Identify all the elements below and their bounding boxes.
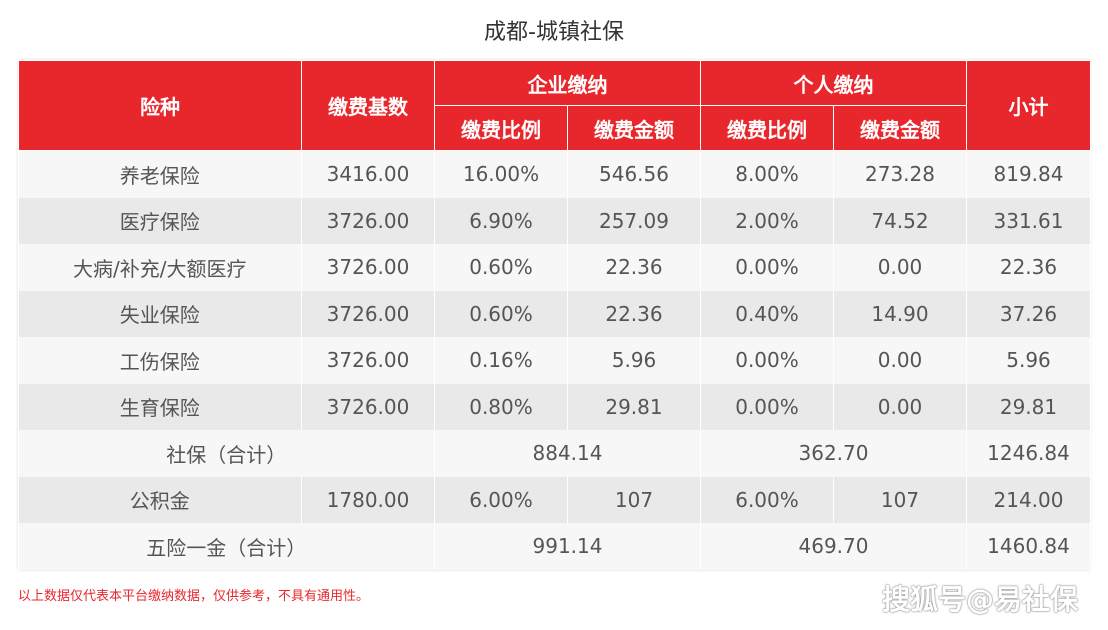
personal-amount: 14.90 bbox=[833, 290, 967, 337]
header-insurance-type: 险种 bbox=[18, 60, 302, 151]
company-rate: 0.60% bbox=[434, 244, 568, 291]
social-total-personal: 362.70 bbox=[700, 430, 967, 477]
subtotal: 5.96 bbox=[966, 337, 1091, 384]
header-row-main: 险种 缴费基数 企业缴纳 个人缴纳 小计 bbox=[18, 60, 1091, 151]
grand-total-row: 五险一金（合计） 991.14 469.70 1460.84 bbox=[18, 523, 1091, 570]
company-rate: 6.00% bbox=[434, 476, 568, 523]
header-personal-amount: 缴费金额 bbox=[833, 105, 967, 151]
personal-rate: 2.00% bbox=[700, 197, 834, 244]
base-value: 3416.00 bbox=[301, 150, 435, 198]
personal-rate: 8.00% bbox=[700, 150, 834, 198]
company-rate: 0.60% bbox=[434, 290, 568, 337]
header-subtotal: 小计 bbox=[966, 60, 1091, 151]
header-company-group: 企业缴纳 bbox=[434, 60, 701, 106]
social-total-row: 社保（合计） 884.14 362.70 1246.84 bbox=[18, 430, 1091, 477]
company-amount: 257.09 bbox=[567, 197, 701, 244]
social-total-subtotal: 1246.84 bbox=[966, 430, 1091, 477]
table-row: 生育保险 3726.00 0.80% 29.81 0.00% 0.00 29.8… bbox=[18, 383, 1091, 430]
table-row: 失业保险 3726.00 0.60% 22.36 0.40% 14.90 37.… bbox=[18, 290, 1091, 337]
insurance-name: 失业保险 bbox=[18, 290, 302, 337]
housing-fund-row: 公积金 1780.00 6.00% 107 6.00% 107 214.00 bbox=[18, 476, 1091, 523]
insurance-name: 公积金 bbox=[18, 476, 302, 523]
company-amount: 22.36 bbox=[567, 290, 701, 337]
subtotal: 214.00 bbox=[966, 476, 1091, 523]
insurance-name: 工伤保险 bbox=[18, 337, 302, 384]
company-amount: 107 bbox=[567, 476, 701, 523]
insurance-name: 医疗保险 bbox=[18, 197, 302, 244]
personal-rate: 0.00% bbox=[700, 244, 834, 291]
subtotal: 819.84 bbox=[966, 150, 1091, 198]
personal-amount: 74.52 bbox=[833, 197, 967, 244]
header-company-amount: 缴费金额 bbox=[567, 105, 701, 151]
header-row-sub: 缴费比例 缴费金额 缴费比例 缴费金额 bbox=[19, 105, 1091, 151]
company-rate: 16.00% bbox=[434, 150, 568, 198]
social-security-table: 险种 缴费基数 企业缴纳 个人缴纳 小计 缴费比例 缴费金额 缴费比例 缴费金额… bbox=[18, 60, 1091, 570]
table-row: 大病/补充/大额医疗 3726.00 0.60% 22.36 0.00% 0.0… bbox=[18, 244, 1091, 291]
insurance-name: 生育保险 bbox=[18, 383, 302, 430]
personal-amount: 0.00 bbox=[833, 337, 967, 384]
personal-rate: 0.40% bbox=[700, 290, 834, 337]
grand-total-subtotal: 1460.84 bbox=[966, 523, 1091, 570]
base-value: 3726.00 bbox=[301, 290, 435, 337]
grand-total-label: 五险一金（合计） bbox=[18, 523, 435, 570]
base-value: 3726.00 bbox=[301, 197, 435, 244]
company-rate: 0.16% bbox=[434, 337, 568, 384]
subtotal: 37.26 bbox=[966, 290, 1091, 337]
company-amount: 29.81 bbox=[567, 383, 701, 430]
company-rate: 0.80% bbox=[434, 383, 568, 430]
social-security-table-container: 险种 缴费基数 企业缴纳 个人缴纳 小计 缴费比例 缴费金额 缴费比例 缴费金额… bbox=[18, 60, 1091, 570]
social-total-company: 884.14 bbox=[434, 430, 701, 477]
subtotal: 22.36 bbox=[966, 244, 1091, 291]
personal-rate: 6.00% bbox=[700, 476, 834, 523]
base-value: 3726.00 bbox=[301, 337, 435, 384]
personal-amount: 0.00 bbox=[833, 383, 967, 430]
personal-amount: 273.28 bbox=[833, 150, 967, 198]
social-total-label: 社保（合计） bbox=[18, 430, 435, 477]
subtotal: 331.61 bbox=[966, 197, 1091, 244]
header-personal-group: 个人缴纳 bbox=[700, 60, 967, 106]
header-base: 缴费基数 bbox=[301, 60, 435, 151]
subtotal: 29.81 bbox=[966, 383, 1091, 430]
base-value: 1780.00 bbox=[301, 476, 435, 523]
table-row: 医疗保险 3726.00 6.90% 257.09 2.00% 74.52 33… bbox=[18, 197, 1091, 244]
company-rate: 6.90% bbox=[434, 197, 568, 244]
table-row: 养老保险 3416.00 16.00% 546.56 8.00% 273.28 … bbox=[18, 150, 1091, 198]
company-amount: 22.36 bbox=[567, 244, 701, 291]
header-personal-rate: 缴费比例 bbox=[700, 105, 834, 151]
base-value: 3726.00 bbox=[301, 244, 435, 291]
company-amount: 546.56 bbox=[567, 150, 701, 198]
disclaimer-note: 以上数据仅代表本平台缴纳数据，仅供参考，不具有通用性。 bbox=[18, 589, 370, 604]
insurance-name: 大病/补充/大额医疗 bbox=[18, 244, 302, 291]
watermark: 搜狐号@易社保 bbox=[881, 583, 1078, 616]
grand-total-company: 991.14 bbox=[434, 523, 701, 570]
grand-total-personal: 469.70 bbox=[700, 523, 967, 570]
insurance-name: 养老保险 bbox=[18, 150, 302, 198]
personal-rate: 0.00% bbox=[700, 383, 834, 430]
header-company-rate: 缴费比例 bbox=[434, 105, 568, 151]
base-value: 3726.00 bbox=[301, 383, 435, 430]
company-amount: 5.96 bbox=[567, 337, 701, 384]
table-row: 工伤保险 3726.00 0.16% 5.96 0.00% 0.00 5.96 bbox=[18, 337, 1091, 384]
personal-rate: 0.00% bbox=[700, 337, 834, 384]
personal-amount: 0.00 bbox=[833, 244, 967, 291]
page-title: 成都-城镇社保 bbox=[484, 20, 624, 45]
personal-amount: 107 bbox=[833, 476, 967, 523]
